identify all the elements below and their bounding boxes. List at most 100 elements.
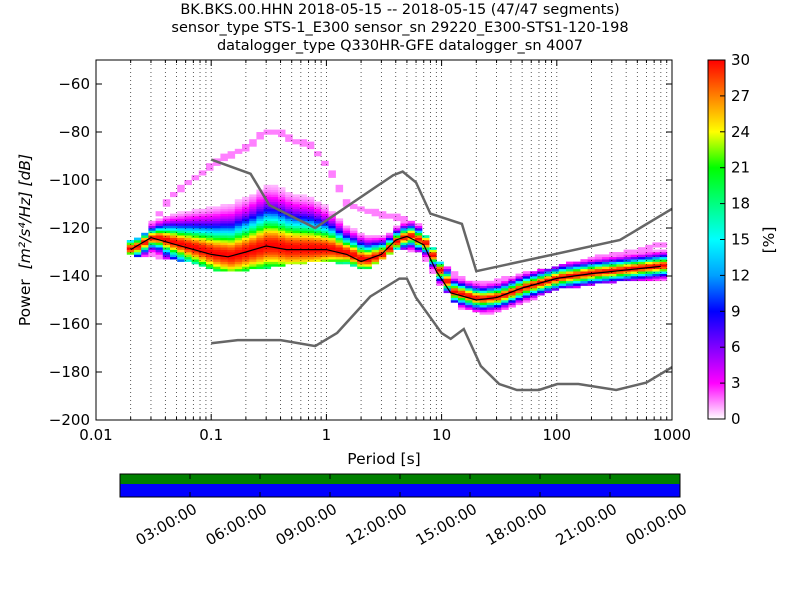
heatmap-cell	[206, 242, 214, 246]
heatmap-cell	[486, 292, 495, 296]
heatmap-cell	[134, 252, 142, 255]
heatmap-cell	[530, 290, 538, 294]
timeline-tick-label: 09:00:00	[273, 500, 340, 549]
heatmap-cell	[177, 235, 185, 238]
heatmap-cell	[292, 237, 300, 241]
heatmap-cell	[450, 288, 459, 291]
heatmap-cell	[522, 290, 531, 294]
heatmap-cell	[407, 235, 416, 238]
heatmap-cell	[321, 213, 329, 217]
heatmap-cell	[551, 266, 560, 270]
heatmap-cell	[386, 249, 394, 253]
heatmap-cell	[659, 276, 668, 279]
heatmap-cell	[206, 163, 214, 166]
heatmap-cell	[314, 256, 322, 260]
heatmap-cell	[314, 252, 322, 255]
heatmap-cell	[321, 254, 329, 258]
heatmap-cell	[227, 156, 236, 159]
heatmap-cell	[249, 216, 257, 219]
heatmap-cell	[285, 235, 293, 238]
heatmap-cell	[465, 290, 473, 294]
heatmap-cell	[645, 249, 653, 253]
heatmap-cell	[458, 276, 466, 279]
heatmap-cell	[292, 240, 300, 243]
heatmap-cell	[501, 295, 509, 298]
heatmap-cell	[321, 208, 329, 212]
heatmap-cell	[249, 208, 257, 212]
heatmap-cell	[278, 228, 286, 231]
heatmap-cell	[292, 244, 300, 248]
heatmap-cell	[328, 242, 336, 246]
heatmap-cell	[342, 225, 351, 229]
heatmap-cell	[335, 218, 344, 222]
heatmap-cell	[177, 254, 185, 258]
heatmap-cell	[350, 244, 358, 248]
heatmap-cell	[450, 280, 459, 284]
plot-frame	[95, 59, 673, 421]
heatmap-cell	[566, 266, 574, 270]
heatmap-cell	[155, 256, 164, 260]
heatmap-cell	[652, 254, 660, 258]
heatmap-cell	[177, 184, 185, 188]
heatmap-cell	[335, 261, 344, 265]
heatmap-cell	[522, 295, 531, 298]
heatmap-cell	[551, 271, 560, 274]
heatmap-cell	[494, 292, 502, 296]
heatmap-cell	[249, 249, 257, 253]
heatmap-cell	[314, 254, 322, 258]
heatmap-cell	[486, 309, 495, 313]
heatmap-cell	[306, 254, 315, 258]
heatmap-cell	[609, 276, 617, 279]
heatmap-cell	[220, 240, 228, 243]
heatmap-cell	[162, 199, 171, 202]
heatmap-cell	[242, 213, 250, 217]
heatmap-cell	[278, 264, 286, 267]
heatmap-cell	[306, 204, 315, 207]
heatmap-cell	[256, 211, 264, 214]
heatmap-cell	[429, 266, 437, 270]
heatmap-cell	[638, 249, 646, 253]
heatmap-cell	[263, 189, 272, 193]
heatmap-cell	[321, 160, 329, 164]
heatmap-cell	[537, 268, 545, 272]
heatmap-cell	[184, 223, 192, 226]
heatmap-cell	[162, 230, 171, 234]
title-line-1: BK.BKS.00.HHN 2018-05-15 -- 2018-05-15 (…	[180, 2, 620, 18]
heatmap-cell	[170, 256, 178, 260]
heatmap-cell	[270, 208, 279, 212]
colorbar-tick-label: 0	[731, 410, 741, 428]
heatmap-cell	[220, 225, 228, 229]
heatmap-cell	[249, 242, 257, 246]
heatmap-cell	[206, 264, 214, 267]
heatmap-cell	[234, 261, 243, 265]
timeline-tick-label: 18:00:00	[483, 500, 550, 549]
heatmap-cell	[429, 256, 437, 260]
heatmap-cell	[537, 288, 545, 291]
heatmap-cell	[479, 292, 488, 296]
heatmap-cell	[177, 240, 185, 243]
heatmap-cell	[364, 247, 372, 250]
heatmap-cell	[126, 249, 135, 253]
heatmap-cell	[371, 244, 380, 248]
heatmap-cell	[407, 249, 416, 253]
heatmap-cell	[314, 204, 322, 207]
y-axis-label-units: [m²/s⁴/Hz] [dB]	[16, 154, 34, 269]
heatmap-cell	[350, 254, 358, 258]
colorbar-tick-label: 12	[731, 266, 750, 284]
colorbar-tick-label: 24	[731, 123, 750, 141]
heatmap-cell	[501, 280, 509, 284]
heatmap-cell	[278, 220, 286, 224]
heatmap-cell	[170, 220, 178, 224]
heatmap-cell	[270, 220, 279, 224]
heatmap-cell	[206, 211, 214, 214]
heatmap-cell	[342, 199, 351, 202]
heatmap-cell	[278, 232, 286, 236]
heatmap-cell	[393, 230, 401, 234]
heatmap-cell	[234, 266, 243, 270]
heatmap-cell	[191, 237, 200, 241]
heatmap-cell	[148, 228, 156, 231]
heatmap-cell	[407, 240, 416, 243]
heatmap-cell	[299, 232, 308, 236]
heatmap-cell	[148, 252, 156, 255]
heatmap-cell	[227, 264, 236, 267]
